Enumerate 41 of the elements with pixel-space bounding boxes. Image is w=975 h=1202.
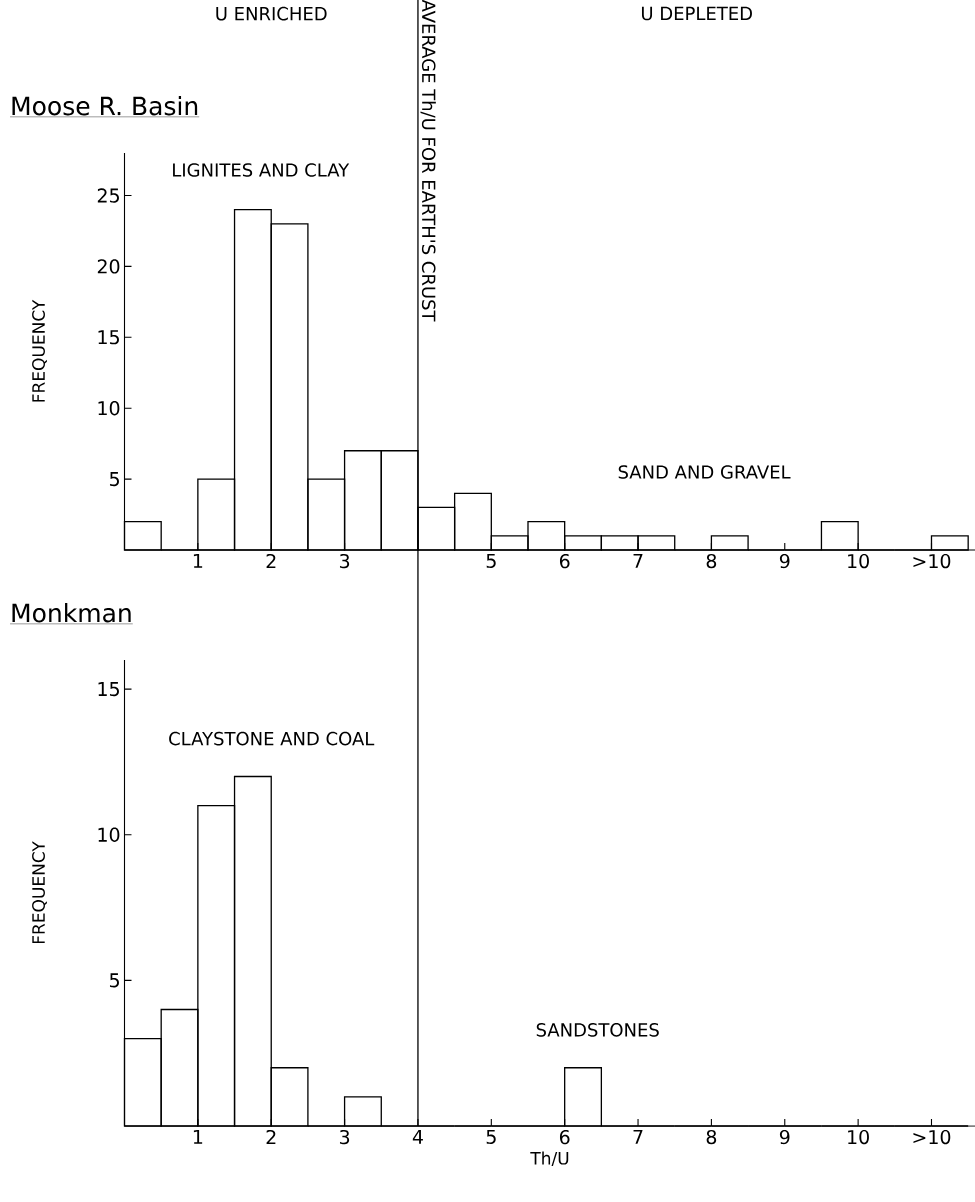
text: U DEPLETED xyxy=(641,6,752,21)
x-tick-label: 7 xyxy=(633,1129,643,1144)
x-tick-label: >10 xyxy=(913,553,951,569)
x-tick-label: 3 xyxy=(339,553,350,569)
annotation: LIGNITES AND CLAY xyxy=(173,163,350,177)
y-axis-title: FREQUENCY xyxy=(32,299,47,402)
x-tick-label: 1 xyxy=(193,553,203,568)
text: U ENRICHED xyxy=(216,6,327,21)
annotation: CLAYSTONE AND COAL xyxy=(169,731,375,746)
x-axis-title: Th/U xyxy=(530,1151,569,1166)
ref-line-label: AVERAGE Th/U FOR EARTH'S CRUST xyxy=(420,0,436,322)
x-tick-label: 7 xyxy=(633,553,643,568)
y-tick-label: 10 xyxy=(98,401,120,416)
annotation: SANDSTONES xyxy=(536,1023,659,1037)
x-tick-label: 5 xyxy=(486,1129,496,1144)
x-tick-label: 6 xyxy=(559,1129,570,1145)
x-tick-label: 4 xyxy=(412,1129,423,1144)
x-tick-label: 5 xyxy=(486,553,496,568)
x-tick-label: 3 xyxy=(339,1129,350,1145)
x-tick-label: 10 xyxy=(848,553,869,569)
y-tick-label: 15 xyxy=(98,682,119,697)
y-tick-label: 25 xyxy=(97,188,119,203)
x-tick-label: 9 xyxy=(779,1129,790,1145)
y-axis-title: FREQUENCY xyxy=(32,841,47,944)
x-tick-label: 2 xyxy=(266,553,276,568)
y-tick-label: 15 xyxy=(98,330,119,345)
x-tick-label: 8 xyxy=(706,553,717,569)
x-tick-label: >10 xyxy=(913,1129,951,1145)
x-tick-label: 8 xyxy=(706,1129,717,1145)
x-tick-label: 10 xyxy=(848,1129,869,1145)
x-tick-label: 2 xyxy=(266,1129,276,1144)
y-tick-label: 5 xyxy=(109,973,119,988)
x-tick-label: 1 xyxy=(193,1129,203,1144)
annotation: SAND AND GRAVEL xyxy=(618,465,791,479)
y-tick-label: 5 xyxy=(109,472,119,487)
y-tick-label: 20 xyxy=(97,259,120,274)
y-tick-label: 10 xyxy=(98,827,120,842)
x-tick-label: 6 xyxy=(559,553,570,569)
x-tick-label: 9 xyxy=(779,553,790,569)
chart-title: Moose R. Basin xyxy=(12,96,198,116)
chart-title: Monkman xyxy=(12,603,131,623)
